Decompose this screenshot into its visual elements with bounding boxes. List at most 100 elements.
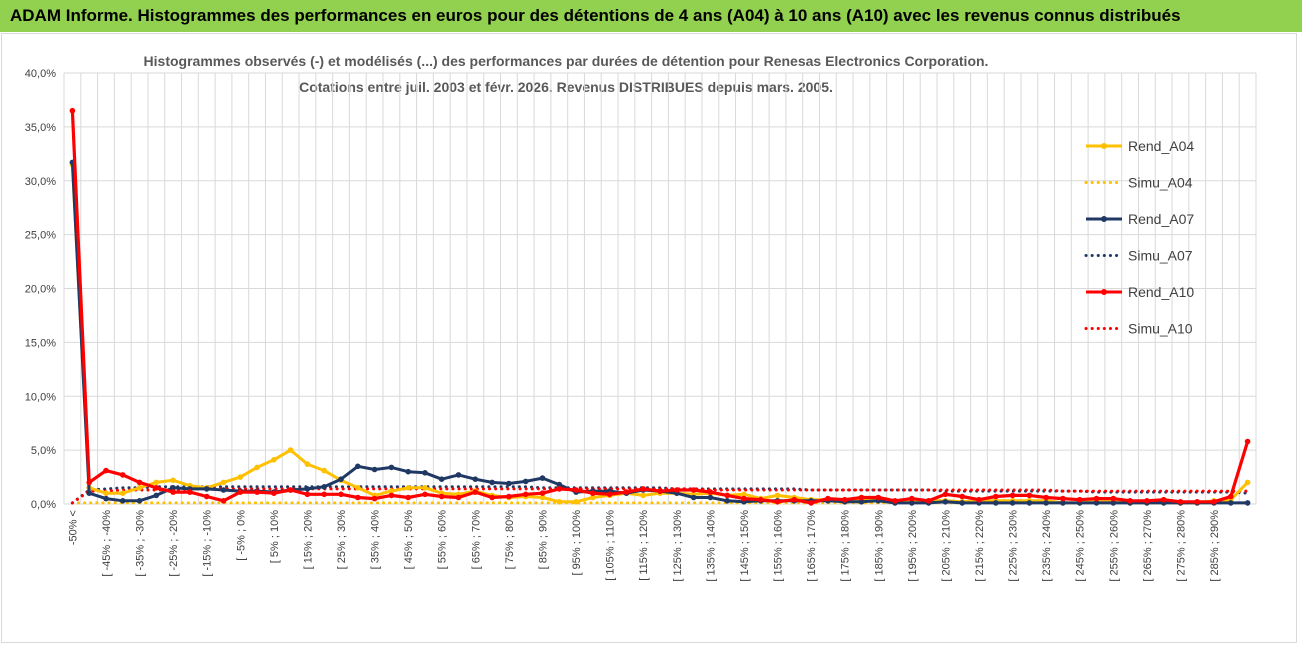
legend-item-rend-a07: Rend_A07 (1086, 211, 1194, 227)
data-point-rend-a04 (287, 447, 294, 453)
data-point-rend-a07 (1093, 500, 1100, 506)
data-point-rend-a10 (858, 494, 865, 501)
data-point-rend-a07 (472, 476, 479, 483)
data-point-rend-a07 (1026, 500, 1033, 506)
chart-title: Histogrammes observés (-) et modélisés (… (144, 53, 989, 69)
data-point-rend-a10 (539, 490, 546, 497)
data-point-rend-a04 (741, 491, 747, 498)
legend-label: Rend_A04 (1128, 138, 1194, 154)
data-point-rend-a10 (925, 498, 932, 504)
data-point-rend-a10 (136, 479, 143, 486)
series-rend-a07 (69, 159, 1251, 506)
x-tick-label: [ 35% ; 40% (370, 510, 382, 570)
data-point-rend-a07 (522, 478, 529, 485)
legend-marker (1101, 216, 1107, 222)
x-tick-label: [ -5% ; 0% (235, 510, 247, 561)
data-point-rend-a10 (472, 489, 479, 495)
data-point-rend-a04 (774, 492, 781, 499)
data-point-rend-a10 (1093, 495, 1100, 502)
data-point-rend-a07 (136, 498, 143, 504)
data-point-rend-a07 (120, 498, 126, 504)
data-point-rend-a10 (774, 499, 781, 505)
data-point-rend-a07 (993, 500, 999, 506)
legend-item-rend-a10: Rend_A10 (1086, 284, 1194, 300)
y-axis: 0,0% 5,0% 10,0% 15,0% 20,0% 25,0% 30,0% 35,0% 40… (25, 68, 56, 511)
x-axis: -50% < [ -45% ; -40% [ -35% ; -30% [ -25% ;… (67, 510, 1221, 582)
data-point-rend-a10 (657, 488, 663, 494)
x-tick-label: [ 155% ; 160% (773, 510, 785, 582)
data-point-rend-a04 (271, 457, 277, 463)
y-tick-label: 10,0% (25, 391, 56, 403)
data-point-rend-a10 (338, 491, 344, 498)
data-point-rend-a10 (506, 493, 512, 500)
data-point-rend-a04 (590, 494, 596, 501)
data-point-rend-a10 (892, 498, 898, 504)
legend-item-simu-a04: Simu_A04 (1084, 175, 1193, 191)
data-point-rend-a04 (237, 474, 244, 480)
x-tick-label: [ 25% ; 30% (336, 510, 348, 570)
series-rend-a04 (69, 161, 1251, 506)
data-point-rend-a04 (405, 485, 412, 491)
data-point-rend-a10 (942, 491, 949, 498)
data-point-rend-a10 (590, 490, 596, 497)
data-point-rend-a10 (1144, 498, 1150, 504)
data-point-rend-a04 (422, 485, 428, 491)
legend: Rend_A04 Simu_A04 Rend_A07 Simu_A07 Rend_A10… (1084, 138, 1194, 337)
data-point-rend-a10 (287, 487, 294, 493)
y-tick-label: 20,0% (25, 284, 56, 296)
data-point-rend-a04 (539, 494, 546, 501)
data-point-rend-a07 (942, 499, 949, 505)
data-point-rend-a07 (690, 494, 697, 501)
data-point-rend-a07 (506, 480, 512, 487)
data-point-rend-a10 (690, 487, 697, 493)
data-point-rend-a10 (120, 472, 126, 478)
data-point-rend-a10 (1076, 496, 1083, 503)
x-tick-label: [ 95% ; 100% (571, 510, 583, 576)
data-point-rend-a10 (203, 493, 210, 500)
legend-label: Simu_A10 (1128, 321, 1193, 337)
data-point-rend-a10 (707, 489, 714, 495)
data-point-rend-a10 (724, 492, 730, 499)
data-point-rend-a07 (438, 476, 445, 483)
x-tick-label: [ -15% ; -10% (202, 510, 214, 577)
x-tick-label: [ 245% ; 250% (1075, 510, 1087, 582)
data-point-rend-a10 (438, 493, 445, 500)
legend-label: Rend_A07 (1128, 211, 1194, 227)
x-tick-label: [ 205% ; 210% (940, 510, 952, 582)
data-point-rend-a10 (271, 490, 277, 497)
data-point-rend-a10 (1127, 498, 1133, 504)
data-point-rend-a07 (422, 470, 428, 476)
data-point-rend-a10 (187, 489, 193, 495)
data-point-rend-a07 (1228, 500, 1234, 506)
data-point-rend-a10 (993, 493, 999, 500)
data-point-rend-a10 (1228, 493, 1234, 500)
y-tick-label: 40,0% (25, 68, 56, 80)
y-tick-label: 25,0% (25, 230, 56, 242)
data-point-rend-a10 (254, 489, 260, 495)
legend-item-simu-a07: Simu_A07 (1084, 248, 1193, 264)
data-point-rend-a10 (1060, 495, 1066, 502)
legend-item-simu-a10: Simu_A10 (1084, 321, 1193, 337)
data-point-rend-a07 (220, 487, 227, 493)
data-point-rend-a04 (153, 479, 160, 486)
data-point-rend-a07 (1110, 500, 1117, 506)
x-tick-label: [ 265% ; 270% (1142, 510, 1154, 582)
data-point-rend-a07 (858, 499, 865, 505)
data-point-rend-a10 (808, 500, 814, 506)
data-point-rend-a04 (1244, 479, 1251, 486)
data-point-rend-a10 (170, 489, 176, 495)
data-point-rend-a10 (405, 494, 412, 501)
x-tick-label: [ -25% ; -20% (168, 510, 180, 577)
data-point-rend-a10 (153, 485, 160, 491)
data-point-rend-a10 (640, 486, 646, 492)
data-point-rend-a07 (338, 476, 344, 483)
data-point-rend-a10 (371, 495, 378, 502)
chart-frame (1, 33, 1297, 643)
data-point-rend-a10 (1194, 499, 1200, 505)
x-tick-label: [ 135% ; 140% (705, 510, 717, 582)
data-point-rend-a10 (1211, 499, 1217, 505)
data-point-rend-a10 (69, 107, 76, 114)
x-tick-label: [ -45% ; -40% (101, 510, 113, 577)
data-point-rend-a10 (489, 494, 495, 501)
